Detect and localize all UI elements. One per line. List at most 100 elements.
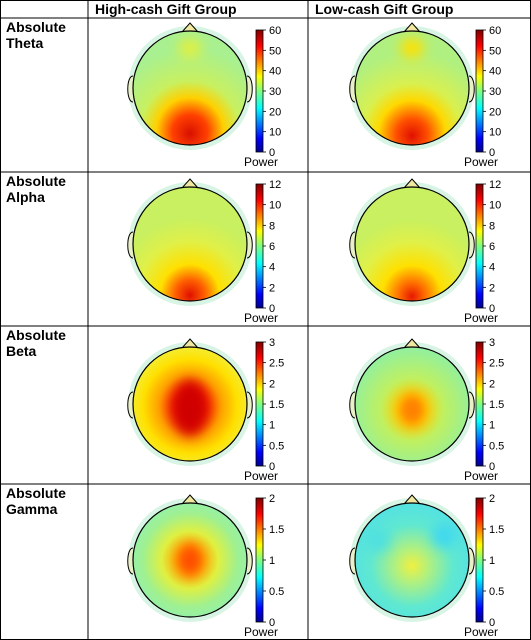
- colorbar-tick-label: 60: [489, 25, 501, 37]
- colorbar-tick-label: 0: [269, 461, 275, 473]
- row-label-theta-line1: Absolute: [6, 19, 66, 35]
- head-outline: [354, 346, 470, 462]
- head-fill: [133, 31, 247, 145]
- right-ear-icon: [246, 391, 253, 419]
- topomap-gamma-hc: [127, 494, 253, 622]
- colorbar-tick-label: 4: [489, 262, 495, 274]
- head-fill: [355, 187, 469, 301]
- nose-icon: [403, 338, 421, 349]
- colorbar-tick-label: 1.5: [269, 399, 284, 411]
- colorbar-gradient: [475, 29, 484, 153]
- left-ear-icon: [127, 75, 134, 103]
- colorbar-tick-label: 2: [489, 282, 495, 294]
- colorbar-tick-label: 0: [489, 617, 495, 629]
- colorbar-power-label: Power: [244, 155, 278, 169]
- row-label-gamma-line2: Gamma: [6, 501, 58, 517]
- colorbar-tick-label: 6: [489, 241, 495, 253]
- left-ear-icon: [349, 75, 356, 103]
- colorbar-tick-label: 1.5: [489, 399, 504, 411]
- colorbar-tick-label: 0: [269, 147, 275, 159]
- cool-spot: [432, 524, 456, 548]
- colorbar-tick-label: 12: [489, 179, 501, 191]
- right-ear-icon: [468, 391, 475, 419]
- right-ear-icon: [246, 547, 253, 575]
- colorbar-tick-label: 2.5: [489, 358, 504, 370]
- colorbar-tick-label: 20: [489, 106, 501, 118]
- left-ear-icon: [127, 547, 134, 575]
- colorbar-tick-label: 6: [269, 241, 275, 253]
- topomap-alpha-hc: [127, 178, 253, 306]
- colorbar-tick-label: 2: [489, 378, 495, 390]
- nose-icon: [403, 494, 421, 505]
- left-ear-icon: [349, 231, 356, 259]
- colorbar-tick-label: 1: [489, 420, 495, 432]
- colorbar-power-label: Power: [464, 625, 498, 639]
- colorbar-power-label: Power: [244, 625, 278, 639]
- row-label-beta-line1: Absolute: [6, 327, 66, 343]
- colorbar-tick-label: 3: [489, 337, 495, 349]
- colorbar-tick-label: 20: [269, 106, 281, 118]
- colorbar-tick-label: 2: [269, 493, 275, 505]
- colorbar-tick-label: 8: [489, 220, 495, 232]
- nose-icon: [181, 338, 199, 349]
- nose-icon: [181, 494, 199, 505]
- topomap-gamma-lc: [349, 494, 475, 622]
- colorbar-power-label: Power: [244, 311, 278, 325]
- left-ear-icon: [349, 391, 356, 419]
- hotspot: [180, 544, 200, 576]
- right-ear-icon: [246, 75, 253, 103]
- frontal-spot: [178, 38, 202, 58]
- colorbar-tick-label: 0: [489, 303, 495, 315]
- head-outline: [354, 30, 470, 146]
- colorbar-tick-label: 30: [269, 86, 281, 98]
- head-outline: [354, 186, 470, 302]
- topomap-theta-hc: [127, 22, 253, 150]
- colorbar-tick-label: 50: [489, 45, 501, 57]
- colorbar-power-label: Power: [464, 311, 498, 325]
- right-ear-icon: [246, 231, 253, 259]
- colorbar-tick-label: 0: [489, 147, 495, 159]
- colorbar-tick-label: 40: [489, 66, 501, 78]
- row-label-beta-line2: Beta: [6, 343, 37, 359]
- left-ear-icon: [349, 547, 356, 575]
- row-label-theta-line2: Theta: [6, 35, 44, 51]
- topomap-alpha-lc: [349, 178, 475, 306]
- colorbar-tick-label: 8: [269, 220, 275, 232]
- nose-icon: [181, 22, 199, 33]
- colorbar-tick-label: 4: [269, 262, 275, 274]
- colorbar-tick-label: 50: [269, 45, 281, 57]
- row-label-alpha-line2: Alpha: [6, 189, 45, 205]
- right-ear-icon: [468, 75, 475, 103]
- colorbar-tick-label: 0: [269, 617, 275, 629]
- colorbar-power-label: Power: [244, 469, 278, 483]
- colorbar-tick-label: 3: [269, 337, 275, 349]
- header-low-cash: Low-cash Gift Group: [315, 1, 453, 17]
- colorbar-tick-label: 0.5: [269, 440, 284, 452]
- hotspot: [400, 394, 424, 426]
- nose-icon: [181, 178, 199, 189]
- row-label-alpha-line1: Absolute: [6, 173, 66, 189]
- colorbar-tick-label: 0.5: [489, 586, 504, 598]
- right-ear-icon: [468, 547, 475, 575]
- colorbar-tick-label: 2: [489, 493, 495, 505]
- colorbar-tick-label: 10: [269, 200, 281, 212]
- colorbar-gradient: [475, 341, 484, 467]
- cool-spot: [366, 528, 390, 552]
- colorbar-power-label: Power: [464, 469, 498, 483]
- left-ear-icon: [127, 231, 134, 259]
- colorbar-tick-label: 1: [269, 420, 275, 432]
- topomap-theta-lc: [349, 22, 475, 150]
- colorbar-tick-label: 2: [269, 282, 275, 294]
- colorbar-tick-label: 2.5: [269, 358, 284, 370]
- colorbar-tick-label: 12: [269, 179, 281, 191]
- head-outline: [132, 346, 248, 462]
- hotspot: [172, 380, 208, 436]
